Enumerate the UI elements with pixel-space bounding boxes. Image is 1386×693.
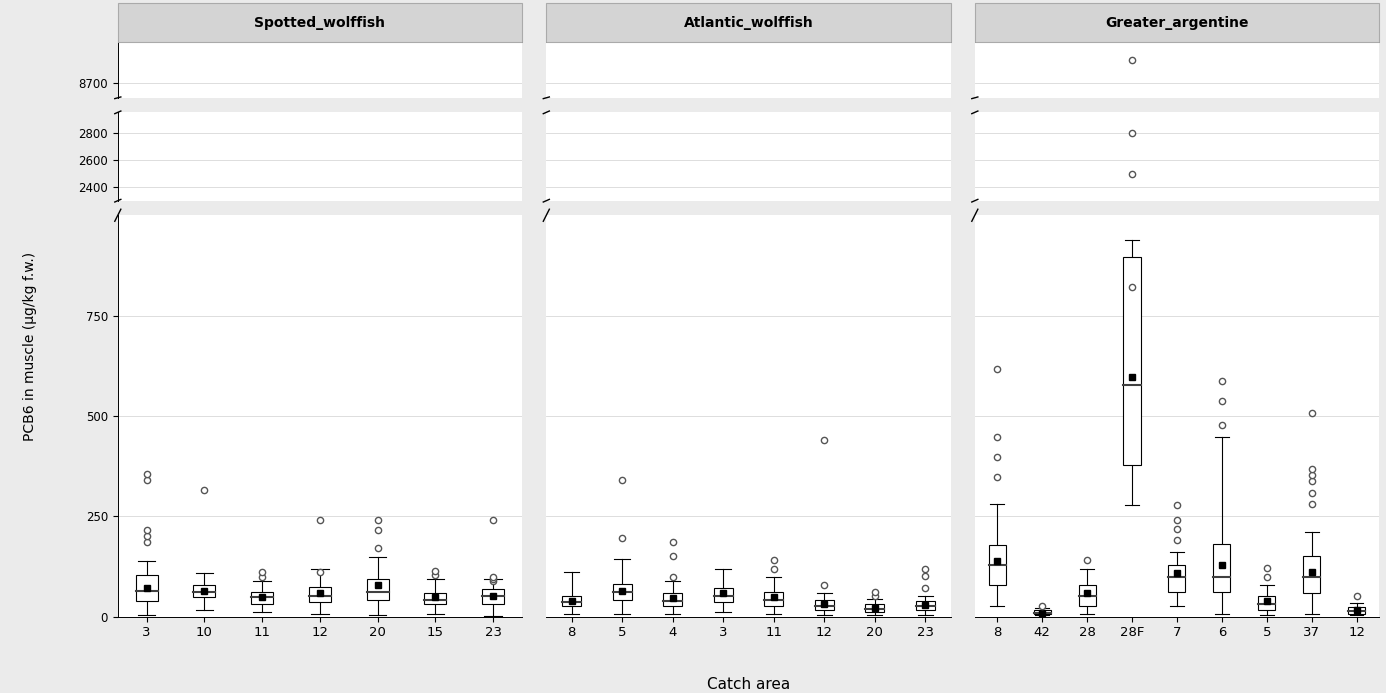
Bar: [194, 586, 215, 597]
Bar: [1124, 257, 1141, 465]
Bar: [1168, 565, 1185, 592]
Bar: [1213, 544, 1231, 592]
Bar: [1349, 607, 1365, 615]
Bar: [561, 596, 581, 606]
Bar: [136, 574, 158, 601]
Bar: [424, 593, 446, 604]
Bar: [1034, 611, 1051, 615]
Bar: [309, 587, 331, 602]
Bar: [988, 545, 1006, 586]
Bar: [714, 588, 733, 602]
Bar: [1303, 556, 1321, 593]
Bar: [1078, 586, 1096, 606]
Text: Spotted_wolffish: Spotted_wolffish: [255, 15, 385, 30]
Bar: [764, 592, 783, 606]
Text: Atlantic_wolffish: Atlantic_wolffish: [683, 15, 814, 30]
Bar: [916, 601, 936, 610]
Bar: [367, 579, 388, 600]
Text: PCB6 in muscle (μg/kg f.w.): PCB6 in muscle (μg/kg f.w.): [24, 252, 37, 441]
Bar: [251, 592, 273, 604]
Bar: [663, 593, 682, 606]
Bar: [613, 584, 632, 600]
Bar: [865, 604, 884, 612]
Text: Greater_argentine: Greater_argentine: [1105, 15, 1249, 30]
Bar: [482, 590, 505, 604]
Bar: [1258, 596, 1275, 610]
Text: Catch area: Catch area: [707, 677, 790, 692]
Bar: [815, 600, 834, 610]
